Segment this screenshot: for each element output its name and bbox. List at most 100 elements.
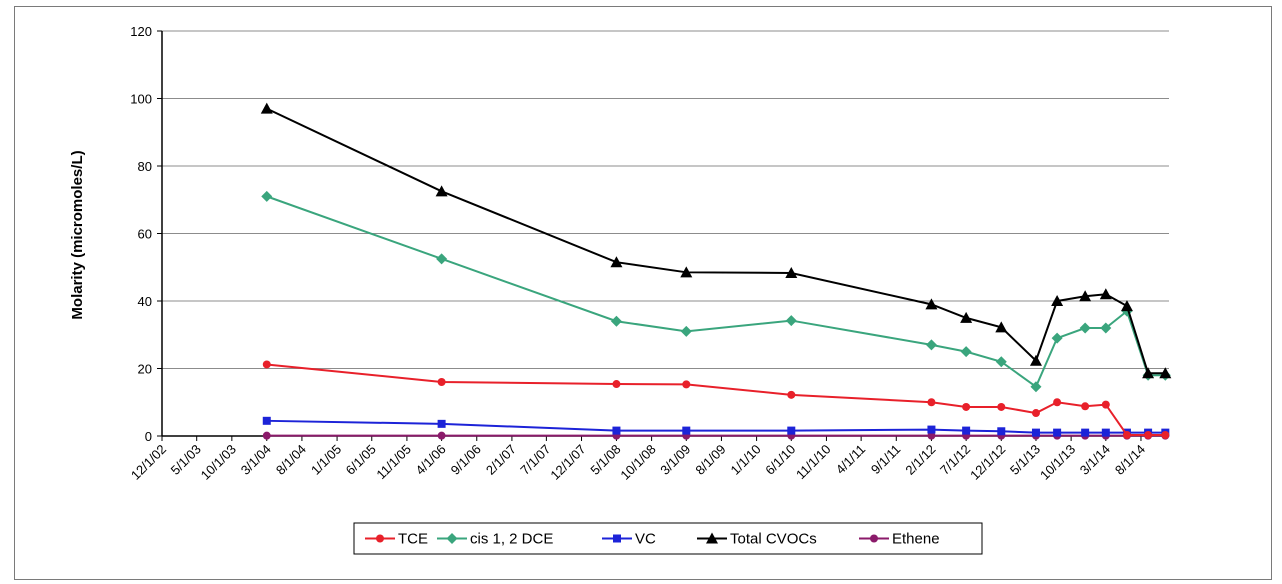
series-line-vc [266, 419, 1166, 434]
legend-label: Total CVOCs [730, 531, 817, 548]
data-point [612, 380, 621, 389]
data-point [1120, 300, 1133, 312]
data-point [1029, 354, 1042, 366]
data-point [612, 426, 621, 435]
data-point [1159, 367, 1172, 379]
data-point [925, 339, 937, 351]
legend-marker [446, 533, 458, 544]
data-point [995, 356, 1007, 368]
data-point [995, 321, 1008, 333]
x-tick-label: 3/1/09 [657, 442, 693, 478]
y-tick-label: 0 [145, 429, 152, 444]
legend-item-total-cvocs: Total CVOCs [697, 531, 817, 548]
data-point [927, 431, 936, 440]
x-tick-label: 8/1/14 [1112, 442, 1148, 478]
chart-frame [14, 6, 1272, 580]
y-tick-label: 20 [138, 362, 152, 377]
x-axis-ticks: 12/1/025/1/0310/1/033/1/048/1/041/1/056/… [128, 436, 1148, 483]
data-point [1122, 430, 1131, 439]
legend-label: Ethene [892, 531, 940, 548]
data-point [437, 378, 446, 386]
legend-item-tce: TCE [365, 531, 428, 548]
x-tick-label: 4/1/06 [413, 442, 449, 478]
data-point [785, 266, 798, 278]
y-tick-label: 100 [130, 92, 152, 107]
data-point [787, 390, 796, 399]
x-tick-label: 11/1/10 [793, 442, 834, 483]
data-point [1079, 290, 1092, 302]
x-tick-label: 11/1/05 [373, 442, 414, 483]
series-vc [262, 416, 1170, 437]
series-total-cvocs [260, 102, 1172, 379]
y-tick-label: 40 [138, 294, 152, 309]
data-point [962, 426, 971, 435]
y-tick-label: 60 [138, 227, 152, 242]
data-point [1144, 430, 1153, 439]
data-point [960, 311, 973, 323]
data-point [1099, 288, 1112, 300]
x-tick-label: 4/1/11 [833, 442, 868, 477]
x-tick-label: 9/1/11 [868, 442, 903, 477]
data-point [435, 185, 448, 197]
data-point [997, 402, 1006, 411]
series-lines [260, 102, 1172, 440]
legend-label: cis 1, 2 DCE [470, 531, 553, 548]
data-point [261, 190, 273, 202]
data-point [1053, 428, 1062, 437]
data-point [680, 266, 693, 278]
x-tick-label: 1/1/10 [728, 442, 764, 478]
data-point [1081, 428, 1090, 437]
data-point [1051, 295, 1064, 306]
data-point [1051, 332, 1063, 344]
data-point [682, 426, 691, 435]
series-line-cis-1-2-dce [266, 195, 1166, 389]
data-point [262, 416, 271, 425]
data-point [1100, 322, 1112, 334]
data-point [927, 398, 936, 407]
data-point [1053, 398, 1062, 407]
y-tick-label: 80 [138, 159, 152, 174]
x-tick-label: 3/1/04 [238, 442, 274, 478]
legend-label: VC [635, 531, 656, 548]
legend-marker [706, 532, 718, 544]
data-point [260, 102, 273, 114]
legend-marker [613, 534, 621, 543]
data-point [680, 325, 692, 337]
y-axis-ticks: 0 20 40 60 80 100 120 [130, 24, 162, 444]
legend-marker [870, 534, 878, 543]
data-point [997, 427, 1006, 436]
data-point [1161, 430, 1170, 439]
data-point [437, 419, 446, 428]
x-tick-label: 10/1/03 [198, 442, 239, 483]
data-point [960, 346, 972, 358]
data-point [610, 256, 623, 268]
x-tick-label: 8/1/04 [273, 442, 309, 478]
legend-marker [376, 534, 384, 543]
data-point [1031, 409, 1040, 418]
data-point [787, 426, 796, 435]
x-tick-label: 12/1/07 [547, 442, 588, 483]
x-tick-label: 2/1/12 [902, 442, 938, 478]
x-tick-label: 10/1/13 [1037, 442, 1078, 483]
gridlines [162, 30, 1169, 369]
x-tick-label: 12/1/12 [967, 442, 1008, 483]
x-tick-label: 10/1/08 [617, 442, 658, 483]
legend-label: TCE [398, 531, 428, 548]
data-point [1030, 381, 1042, 393]
x-tick-label: 9/1/06 [448, 442, 484, 478]
data-point [927, 425, 936, 434]
data-point [1101, 400, 1110, 409]
x-tick-label: 12/1/02 [128, 442, 169, 483]
data-point [610, 315, 622, 327]
data-point [262, 360, 271, 369]
data-point [262, 431, 271, 440]
y-axis-title: Molarity (micromoles/L) [69, 150, 86, 319]
data-point [785, 315, 797, 327]
legend: TCE cis 1, 2 DCE VC Total CVOCs Ethene [353, 522, 983, 555]
series-line-total-cvocs [266, 107, 1166, 375]
data-point [1031, 428, 1040, 437]
x-tick-label: 8/1/09 [692, 442, 728, 478]
data-point [1142, 367, 1155, 379]
data-point [1079, 322, 1091, 334]
